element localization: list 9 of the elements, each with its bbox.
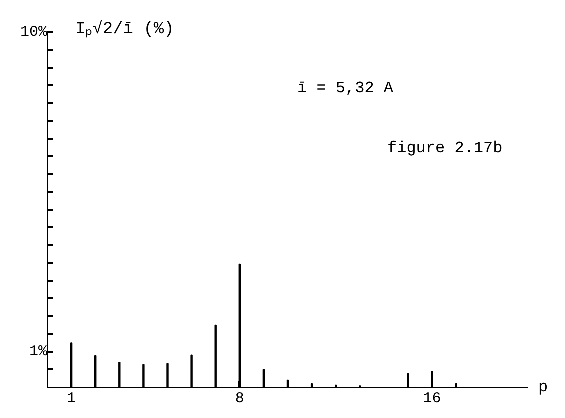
x-tick-label: 16 xyxy=(423,390,442,408)
x-tick-label: 8 xyxy=(235,390,244,408)
x-axis-title: p xyxy=(538,378,548,396)
annotation: figure 2.17b xyxy=(388,140,503,158)
y-tick-label: 1% xyxy=(29,344,48,360)
annotation: ī = 5,32 A xyxy=(298,80,394,98)
y-tick-label: 10% xyxy=(20,24,48,41)
x-tick-label: 1 xyxy=(67,390,76,408)
y-axis-title: Iₚ√2/ī (%) xyxy=(76,20,174,40)
